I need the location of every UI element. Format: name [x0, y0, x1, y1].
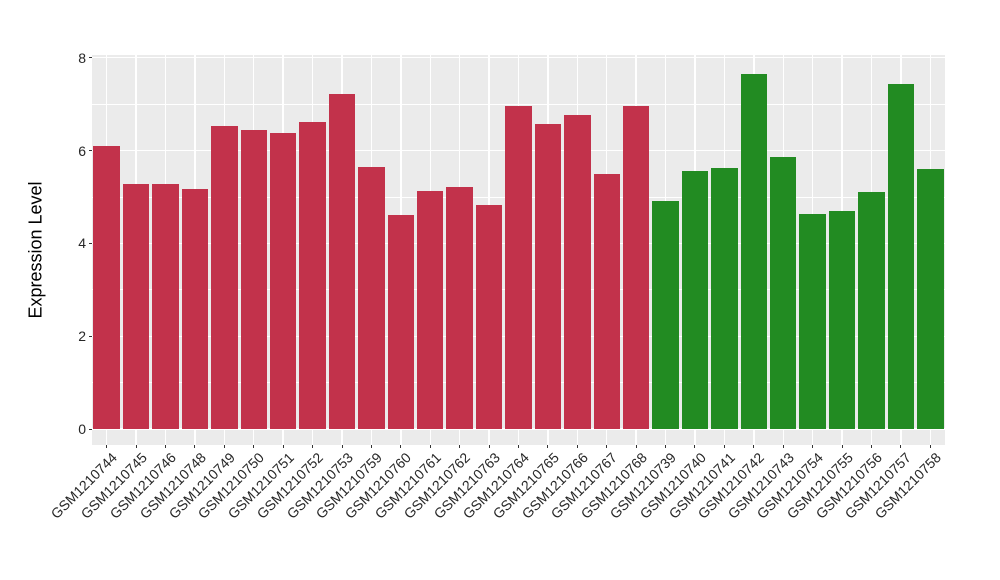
y-tick-mark — [89, 57, 92, 59]
bar-GSM1210749 — [211, 126, 238, 429]
bar-GSM1210750 — [240, 129, 267, 429]
bar-GSM1210768 — [622, 105, 650, 429]
x-tick-mark — [753, 445, 755, 448]
bar-GSM1210758 — [917, 168, 944, 429]
bar-GSM1210752 — [299, 121, 326, 429]
bar-GSM1210739 — [652, 200, 679, 429]
bar-GSM1210756 — [858, 192, 885, 429]
y-tick-label: 0 — [78, 421, 86, 437]
bar-GSM1210755 — [828, 211, 856, 429]
x-tick-mark — [488, 445, 490, 448]
y-tick-mark — [89, 335, 92, 337]
bar-GSM1210765 — [534, 124, 562, 429]
bar-GSM1210744 — [93, 146, 120, 429]
bar-GSM1210741 — [711, 168, 738, 429]
bar-GSM1210757 — [887, 84, 915, 429]
x-tick-mark — [665, 445, 667, 448]
y-tick-mark — [89, 428, 92, 430]
x-tick-mark — [312, 445, 314, 448]
bar-GSM1210745 — [122, 184, 150, 429]
x-tick-mark — [547, 445, 549, 448]
x-tick-mark — [429, 445, 431, 448]
bar-GSM1210767 — [593, 174, 620, 429]
x-tick-mark — [135, 445, 137, 448]
y-tick-label: 6 — [78, 142, 86, 159]
x-tick-mark — [106, 445, 108, 448]
x-tick-mark — [253, 445, 255, 448]
bar-GSM1210748 — [181, 188, 209, 429]
x-tick-mark — [900, 445, 902, 448]
bar-GSM1210754 — [799, 213, 826, 429]
x-tick-mark — [400, 445, 402, 448]
x-tick-mark — [694, 445, 696, 448]
y-tick-mark — [89, 150, 92, 152]
x-tick-mark — [576, 445, 578, 448]
x-tick-mark — [635, 445, 637, 448]
bar-GSM1210742 — [740, 74, 768, 429]
x-tick-mark — [194, 445, 196, 448]
bar-GSM1210762 — [446, 187, 473, 429]
bar-GSM1210746 — [152, 184, 179, 429]
bar-GSM1210759 — [358, 167, 385, 429]
y-axis-title: Expression Level — [25, 181, 46, 319]
x-tick-mark — [341, 445, 343, 448]
y-tick-label: 2 — [78, 328, 86, 345]
x-tick-mark — [812, 445, 814, 448]
bar-GSM1210761 — [417, 191, 444, 429]
plot-area — [92, 55, 945, 445]
x-tick-mark — [606, 445, 608, 448]
x-tick-mark — [870, 445, 872, 448]
bar-GSM1210740 — [681, 171, 709, 429]
y-tick-label: 8 — [78, 49, 86, 66]
bar-GSM1210753 — [328, 93, 356, 429]
bar-GSM1210764 — [505, 105, 532, 429]
bar-GSM1210763 — [475, 205, 503, 429]
x-tick-mark — [370, 445, 372, 448]
x-tick-mark — [223, 445, 225, 448]
x-tick-mark — [282, 445, 284, 448]
x-tick-mark — [723, 445, 725, 448]
y-tick-label: 4 — [78, 235, 86, 252]
x-tick-mark — [929, 445, 931, 448]
bar-GSM1210743 — [769, 156, 797, 429]
x-tick-mark — [782, 445, 784, 448]
x-tick-mark — [459, 445, 461, 448]
bar-GSM1210766 — [564, 114, 591, 429]
x-tick-mark — [841, 445, 843, 448]
bar-GSM1210760 — [387, 214, 415, 429]
x-tick-mark — [518, 445, 519, 448]
y-tick-mark — [89, 242, 92, 244]
bar-GSM1210751 — [269, 132, 297, 429]
x-tick-mark — [165, 445, 167, 448]
